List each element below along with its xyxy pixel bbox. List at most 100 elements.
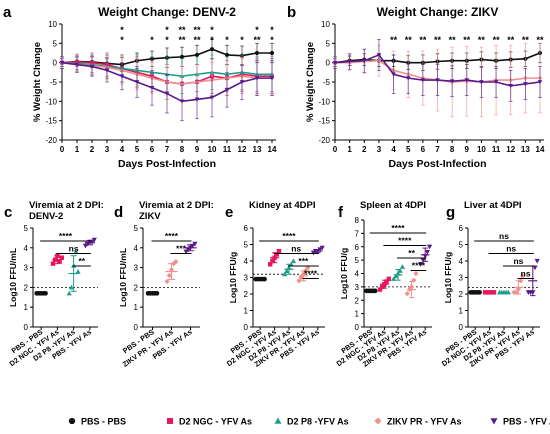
group-pbs_yfv bbox=[525, 258, 540, 297]
data-point bbox=[399, 264, 405, 269]
comparison-label: **** bbox=[304, 269, 318, 279]
data-point bbox=[418, 262, 424, 267]
data-point bbox=[305, 265, 311, 271]
y-tick-label: 5 bbox=[326, 39, 331, 48]
significance-marker: ** bbox=[449, 35, 457, 45]
y-axis-label: % Weight Change bbox=[305, 42, 316, 122]
y-tick-label: 3 bbox=[244, 274, 249, 283]
chart-title: Weight Change: DENV-2 bbox=[98, 5, 236, 19]
comparison-label: ** bbox=[408, 248, 415, 258]
data-point bbox=[66, 290, 72, 296]
panel-letter-a: a bbox=[3, 4, 12, 21]
x-tick-label: 4 bbox=[391, 145, 396, 154]
data-point bbox=[405, 76, 411, 81]
data-point bbox=[224, 52, 230, 58]
x-tick-label: 6 bbox=[421, 145, 426, 154]
comparison-label: *** bbox=[176, 244, 187, 254]
legend-label: ZIKV PR - YFV As bbox=[387, 417, 462, 427]
significance-marker: ** bbox=[507, 35, 515, 45]
data-point bbox=[290, 258, 296, 264]
chart-title: Weight Change: ZIKV bbox=[377, 5, 499, 19]
data-point bbox=[254, 50, 260, 56]
comparison-label: **** bbox=[398, 236, 412, 246]
chart-title-line: ZIKV bbox=[139, 211, 161, 222]
data-point bbox=[386, 276, 392, 282]
group-pbs_yfv bbox=[183, 241, 198, 255]
y-tick-label: 1 bbox=[244, 307, 249, 316]
comparison-label: ns bbox=[291, 244, 301, 254]
x-tick-label: 11 bbox=[492, 145, 501, 154]
data-point bbox=[75, 268, 81, 274]
data-point bbox=[149, 85, 155, 91]
y-tick-label: 7 bbox=[355, 229, 360, 238]
data-point bbox=[185, 247, 191, 253]
comparison-label: ns bbox=[513, 256, 523, 266]
significance-marker: * bbox=[225, 35, 229, 45]
group-zikv_pr bbox=[296, 265, 311, 284]
data-point bbox=[164, 278, 170, 285]
comparison-label: **** bbox=[282, 231, 296, 241]
data-point bbox=[420, 78, 426, 83]
y-tick-label: 0 bbox=[53, 59, 58, 68]
legend-marker bbox=[374, 417, 382, 425]
data-point bbox=[372, 288, 378, 294]
data-point bbox=[413, 270, 419, 277]
data-point bbox=[254, 76, 260, 81]
chart-title-line: Liver at 4DPI bbox=[464, 200, 522, 211]
x-tick-label: 12 bbox=[506, 145, 515, 154]
data-point bbox=[508, 84, 514, 89]
significance-marker: ** bbox=[419, 35, 427, 45]
data-point bbox=[73, 249, 79, 254]
y-tick-label: -15 bbox=[45, 117, 57, 126]
data-point bbox=[50, 261, 56, 266]
data-point bbox=[464, 78, 470, 83]
comparison-label: **** bbox=[59, 231, 73, 241]
data-point bbox=[267, 262, 273, 267]
panel-c: c Viremia at 2 DPI: DENV-2 0 1 2 3 4 5 Log10 FFU/… bbox=[4, 200, 104, 368]
y-tick-label: 3 bbox=[355, 283, 360, 292]
data-point bbox=[134, 80, 140, 85]
legend-label: D2 P8 -YFV As bbox=[287, 417, 349, 427]
y-tick-label: 4 bbox=[355, 270, 360, 279]
y-tick-label: 2 bbox=[355, 296, 360, 305]
group-d2_p8 bbox=[391, 264, 405, 281]
panel-letter-e: e bbox=[225, 204, 233, 221]
x-tick-label: 3 bbox=[377, 145, 382, 154]
legend-marker bbox=[274, 417, 282, 424]
y-tick-label: -20 bbox=[45, 136, 57, 145]
chart-title: Viremia at 2 DPI: ZIKV bbox=[139, 200, 214, 222]
y-tick-label: 0 bbox=[24, 323, 29, 332]
group-pbs_pbs bbox=[145, 291, 160, 296]
significance-marker: ** bbox=[405, 35, 413, 45]
comparison-label: ns bbox=[506, 244, 516, 254]
chart-title-line: DENV-2 bbox=[29, 211, 63, 222]
y-tick-label: 1 bbox=[459, 307, 464, 316]
panel-d: d Viremia at 2 DPI: ZIKV 0 1 2 3 4 5 Log10 FFU/mL… bbox=[114, 200, 214, 369]
data-point bbox=[347, 59, 352, 64]
x-tick-label: 11 bbox=[223, 145, 232, 154]
x-axis-label: Days Post-Infection bbox=[388, 158, 486, 170]
y-tick-label: 4 bbox=[244, 257, 249, 266]
series-pbs_yfv bbox=[59, 56, 275, 122]
y-tick-label: 4 bbox=[459, 257, 464, 266]
chart-title-line: Viremia at 2 DPI: bbox=[29, 200, 104, 211]
significance-marker: * bbox=[165, 35, 169, 45]
significance-marker: * bbox=[210, 25, 214, 35]
y-tick-label: 6 bbox=[459, 224, 464, 233]
data-point bbox=[68, 284, 75, 290]
y-tick-label: 4 bbox=[24, 244, 29, 253]
group-pbs_pbs bbox=[253, 276, 267, 282]
comparison-label: ns bbox=[69, 244, 79, 254]
comparison-label: ** bbox=[78, 256, 85, 266]
data-point bbox=[194, 52, 200, 58]
x-tick-label: 4 bbox=[120, 145, 125, 154]
group-pbs_yfv bbox=[418, 244, 433, 267]
y-tick-label: 5 bbox=[244, 241, 249, 250]
y-tick-label: 0 bbox=[244, 323, 249, 332]
group-pbs_yfv bbox=[82, 237, 97, 249]
y-tick-label: 5 bbox=[355, 256, 360, 265]
data-point bbox=[376, 53, 382, 58]
y-tick-label: 6 bbox=[355, 243, 360, 252]
